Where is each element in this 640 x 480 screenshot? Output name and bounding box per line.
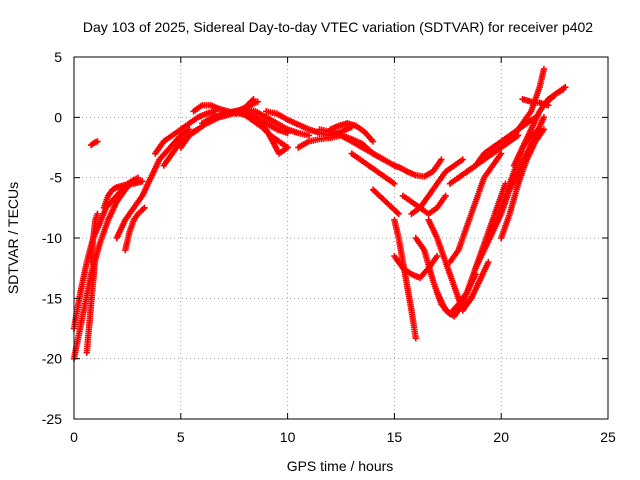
y-tick-label: 5: [54, 49, 62, 65]
series-arc-16: [241, 108, 291, 157]
series-arc-14: [220, 105, 313, 139]
data-point: [412, 334, 419, 342]
series-arc-20: [327, 120, 377, 145]
series-arc-21: [348, 150, 398, 187]
y-tick-label: -20: [42, 351, 62, 367]
data-point: [391, 180, 398, 187]
data-point: [139, 178, 146, 185]
x-tick-label: 25: [600, 429, 616, 445]
x-tick-label: 20: [493, 429, 509, 445]
series-arc-27: [408, 156, 466, 218]
data-point: [94, 138, 101, 145]
series-arc-24: [391, 156, 445, 180]
x-tick-label: 0: [70, 429, 78, 445]
data-point: [442, 192, 449, 199]
series-arc-06: [100, 178, 146, 212]
series-arc-40: [540, 86, 567, 109]
data-point: [250, 96, 257, 103]
series-arc-05: [87, 138, 101, 149]
x-tick-label: 5: [177, 429, 185, 445]
series-arc-09: [151, 108, 219, 157]
ticks-layer: 0 5 10 15 20 25 -25 -20 -15 -10 -5 0 5: [42, 49, 616, 445]
data-point: [94, 210, 101, 218]
data-point: [540, 114, 548, 121]
data-point: [254, 98, 261, 105]
marks-layer: [70, 65, 569, 362]
series-arc-22: [369, 186, 402, 218]
data-point: [369, 138, 377, 145]
series-arc-03: [83, 252, 99, 356]
data-point: [498, 150, 505, 157]
data-point: [305, 132, 313, 139]
data-point: [540, 126, 548, 133]
x-tick-label: 15: [387, 429, 403, 445]
x-axis-label: GPS time / hours: [287, 458, 394, 474]
data-point: [395, 210, 402, 218]
series-arc-19: [316, 126, 398, 169]
y-tick-label: -10: [42, 230, 62, 246]
data-point: [433, 252, 441, 260]
data-point: [284, 144, 291, 151]
chart-title: Day 103 of 2025, Sidereal Day-to-day VTE…: [83, 19, 593, 35]
data-point: [140, 205, 147, 213]
y-tick-label: -15: [42, 290, 62, 306]
series-arc-07: [113, 126, 193, 242]
series-arc-04: [87, 210, 101, 266]
data-point: [559, 86, 567, 93]
series-arc-08: [122, 204, 148, 254]
series-arc-11: [177, 126, 202, 151]
series-arc-36: [498, 126, 548, 242]
y-tick-label: -5: [50, 170, 63, 186]
series-arc-31: [446, 150, 505, 266]
data-point: [540, 65, 548, 73]
y-tick-label: -25: [42, 411, 62, 427]
data-point: [141, 204, 148, 212]
x-tick-label: 10: [280, 429, 296, 445]
y-tick-label: 0: [54, 109, 62, 125]
y-axis-label: SDTVAR / TECUs: [5, 182, 21, 294]
data-point: [485, 258, 492, 266]
data-point: [438, 156, 445, 163]
data-point: [134, 174, 142, 181]
data-point: [186, 126, 193, 133]
data-point: [459, 156, 466, 163]
data-point: [394, 209, 401, 216]
data-point: [194, 126, 202, 133]
